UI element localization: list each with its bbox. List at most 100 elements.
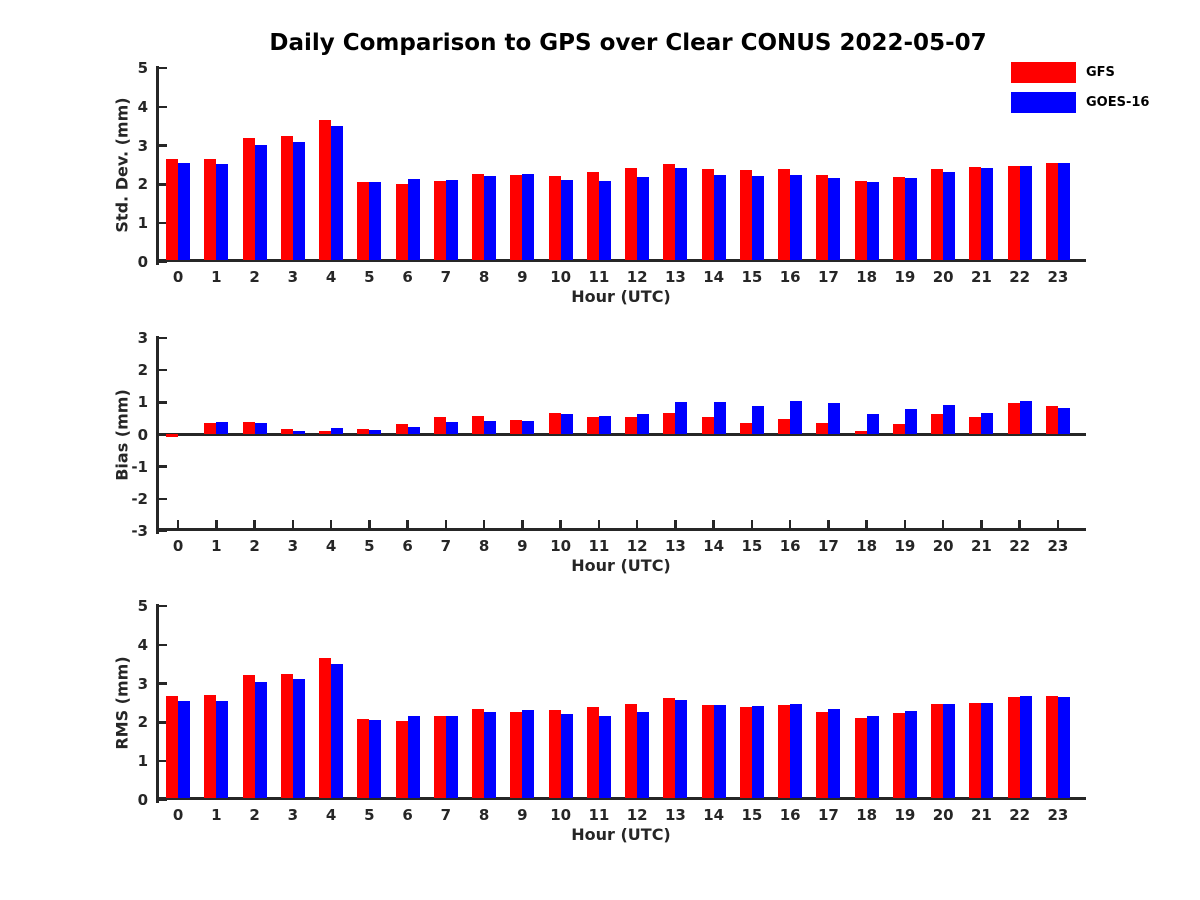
y-tick-mark xyxy=(159,643,167,647)
bar-goes16-hour-3 xyxy=(292,430,305,434)
x-axis-line xyxy=(156,797,1086,800)
bar-gfs-hour-14 xyxy=(701,416,714,434)
x-tick-label: 11 xyxy=(588,268,610,286)
bar-gfs-hour-0 xyxy=(166,159,179,260)
bar-goes16-hour-10 xyxy=(560,714,573,798)
bar-gfs-hour-2 xyxy=(242,421,255,434)
x-tick-mark xyxy=(903,520,907,528)
x-tick-label: 8 xyxy=(478,537,490,555)
x-tick-label: 0 xyxy=(172,806,184,824)
y-tick-mark xyxy=(159,497,167,501)
bar-goes16-hour-21 xyxy=(981,412,994,434)
bar-goes16-hour-22 xyxy=(1019,696,1032,798)
y-tick-label: 3 xyxy=(137,674,148,693)
bar-gfs-hour-9 xyxy=(510,419,523,434)
bar-gfs-hour-18 xyxy=(854,181,867,260)
y-tick-label: 4 xyxy=(137,635,148,654)
x-tick-label: 4 xyxy=(325,537,337,555)
y-tick-label: 0 xyxy=(137,253,148,271)
bar-goes16-hour-19 xyxy=(904,710,917,798)
y-tick-mark xyxy=(159,798,167,802)
y-tick-mark xyxy=(159,221,167,225)
bar-goes16-hour-7 xyxy=(445,715,458,798)
x-tick-mark xyxy=(712,520,715,528)
bar-gfs-hour-10 xyxy=(548,175,561,260)
bar-gfs-hour-4 xyxy=(319,657,332,798)
x-tick-label: 9 xyxy=(517,806,528,824)
bar-gfs-hour-3 xyxy=(280,673,293,798)
bar-gfs-hour-15 xyxy=(739,423,752,434)
bar-goes16-hour-2 xyxy=(254,144,267,260)
legend-label-goes16: GOES-16 xyxy=(1086,95,1150,110)
goes16-color-swatch xyxy=(1011,92,1076,113)
y-tick-label: 2 xyxy=(137,361,148,380)
y-tick-mark xyxy=(159,144,167,147)
bar-gfs-hour-6 xyxy=(395,720,408,798)
x-tick-label: 21 xyxy=(970,537,992,555)
x-tick-label: 10 xyxy=(550,268,572,286)
x-axis-title: Hour (UTC) xyxy=(571,825,671,844)
x-tick-label: 16 xyxy=(779,268,801,286)
y-tick-label: 3 xyxy=(137,136,148,155)
y-tick-label: -2 xyxy=(131,489,148,508)
y-tick-mark xyxy=(159,721,167,724)
x-axis-line xyxy=(156,259,1086,262)
bar-goes16-hour-22 xyxy=(1019,401,1032,434)
x-tick-mark xyxy=(368,520,371,528)
chart-title: Daily Comparison to GPS over Clear CONUS… xyxy=(269,30,987,56)
bar-goes16-hour-5 xyxy=(369,720,382,798)
x-tick-label: 14 xyxy=(703,537,725,555)
bar-goes16-hour-10 xyxy=(560,413,573,434)
bar-gfs-hour-12 xyxy=(625,417,638,434)
bar-goes16-hour-9 xyxy=(522,420,535,434)
x-tick-label: 9 xyxy=(517,537,528,555)
bar-gfs-hour-20 xyxy=(931,168,944,260)
zero-line xyxy=(156,433,1086,436)
bar-goes16-hour-12 xyxy=(637,413,650,434)
bar-gfs-hour-13 xyxy=(663,697,676,798)
y-tick-mark xyxy=(159,682,167,685)
x-tick-mark xyxy=(788,520,792,528)
y-tick-label: 5 xyxy=(137,597,148,615)
bar-gfs-hour-8 xyxy=(472,415,485,434)
bar-goes16-hour-11 xyxy=(598,715,611,798)
bar-gfs-hour-15 xyxy=(739,169,752,260)
bar-goes16-hour-15 xyxy=(751,175,764,260)
bar-gfs-hour-21 xyxy=(969,702,982,798)
x-tick-label: 22 xyxy=(1009,537,1031,555)
bar-gfs-hour-17 xyxy=(816,711,829,798)
x-tick-label: 21 xyxy=(970,806,992,824)
x-tick-label: 11 xyxy=(588,806,610,824)
bar-gfs-hour-21 xyxy=(969,416,982,434)
bar-goes16-hour-5 xyxy=(369,430,382,434)
bar-gfs-hour-20 xyxy=(931,704,944,798)
bar-goes16-hour-16 xyxy=(790,703,803,798)
x-tick-label: 0 xyxy=(172,537,184,555)
x-tick-label: 14 xyxy=(703,806,725,824)
bar-goes16-hour-9 xyxy=(522,173,535,260)
bar-gfs-hour-16 xyxy=(778,704,791,798)
x-tick-label: 10 xyxy=(550,806,572,824)
bar-goes16-hour-20 xyxy=(943,703,956,798)
x-tick-mark xyxy=(597,520,601,528)
y-tick-label: 0 xyxy=(137,425,148,444)
y-tick-mark xyxy=(159,66,167,70)
bar-goes16-hour-1 xyxy=(216,421,229,434)
y-tick-label: 4 xyxy=(137,97,148,116)
bar-goes16-hour-0 xyxy=(178,700,191,798)
bar-goes16-hour-3 xyxy=(292,678,305,798)
x-tick-label: 1 xyxy=(211,537,222,555)
x-tick-label: 2 xyxy=(249,268,260,286)
x-tick-label: 7 xyxy=(440,268,452,286)
x-tick-label: 13 xyxy=(664,268,686,286)
bar-goes16-hour-13 xyxy=(675,700,688,798)
x-tick-label: 4 xyxy=(325,806,337,824)
bar-goes16-hour-21 xyxy=(981,702,994,798)
x-tick-label: 6 xyxy=(402,537,413,555)
x-tick-label: 23 xyxy=(1047,537,1069,555)
x-tick-label: 23 xyxy=(1047,806,1069,824)
bar-goes16-hour-4 xyxy=(331,428,344,434)
y-tick-mark xyxy=(159,105,167,109)
bar-gfs-hour-16 xyxy=(778,168,791,260)
